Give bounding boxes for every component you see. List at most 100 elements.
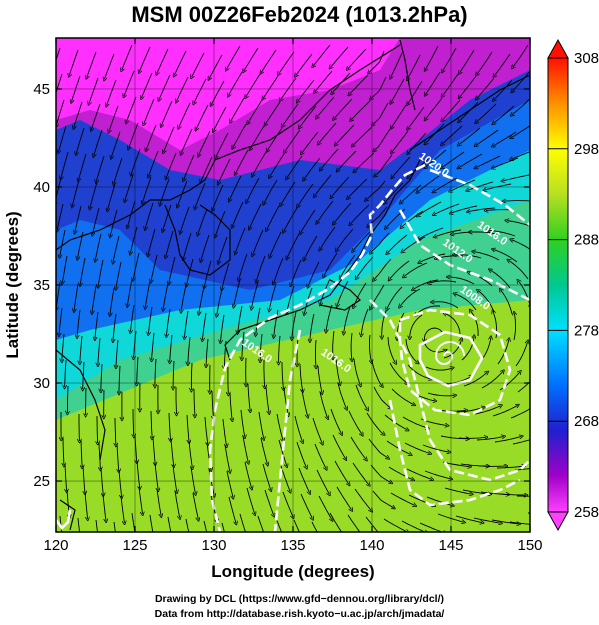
streamline [146, 124, 157, 150]
streamline [173, 360, 174, 388]
streamline [422, 444, 449, 452]
streamline [318, 495, 332, 520]
streamline [311, 521, 318, 532]
streamline [65, 359, 66, 387]
streamline [455, 294, 477, 311]
streamline [284, 207, 298, 232]
streamline [174, 490, 180, 518]
streamline [265, 101, 281, 125]
streamline [69, 49, 79, 76]
streamline [192, 52, 205, 77]
streamline [270, 153, 285, 177]
streamline [315, 70, 333, 92]
streamline [454, 255, 482, 259]
streamline [493, 249, 518, 263]
grid-lines [56, 38, 530, 532]
streamline [442, 125, 463, 144]
streamline [371, 232, 390, 253]
streamline [425, 149, 447, 167]
streamline [98, 259, 104, 287]
streamline [139, 46, 151, 72]
streamline [316, 339, 317, 367]
streamline [443, 339, 461, 359]
streamline [498, 494, 526, 495]
streamline [351, 100, 371, 120]
streamline [191, 362, 192, 390]
streamline [476, 103, 497, 122]
streamline [300, 493, 312, 519]
streamline [179, 102, 191, 128]
streamline [267, 127, 283, 151]
streamline [152, 436, 155, 464]
streamline [167, 516, 172, 532]
streamline [80, 257, 86, 285]
streamline [274, 309, 279, 337]
streamline [493, 131, 517, 146]
streamline [113, 235, 120, 262]
streamline [401, 184, 422, 203]
y-tick-label: 45 [33, 81, 50, 98]
streamline [324, 252, 338, 277]
credit-data: Data from http://database.rish.kyoto−u.a… [154, 608, 445, 620]
streamline [429, 281, 457, 283]
streamline [494, 53, 511, 76]
streamline [201, 234, 210, 261]
streamline [478, 466, 506, 467]
streamline [370, 334, 372, 362]
streamline [253, 229, 264, 255]
streamline [474, 252, 500, 261]
streamline [95, 311, 99, 339]
streamline [60, 229, 66, 257]
streamline [264, 360, 265, 387]
streamline [227, 45, 241, 69]
streamline [408, 132, 427, 153]
streamline [119, 365, 120, 393]
streamline [425, 45, 439, 70]
streamline [391, 104, 407, 128]
streamline [80, 335, 83, 363]
streamline [56, 99, 65, 126]
streamline [282, 362, 284, 389]
streamline [404, 262, 428, 277]
streamline [72, 179, 80, 206]
streamline [426, 496, 453, 506]
streamline [242, 435, 248, 463]
streamline [169, 256, 176, 283]
streamline [185, 518, 190, 532]
streamline [329, 512, 342, 532]
streamline [477, 51, 493, 74]
x-axis-title: Longitude (degrees) [211, 562, 374, 581]
streamline [163, 282, 169, 310]
colorbar-tick-label: 258 [574, 504, 599, 521]
streamline [425, 71, 441, 95]
streamline [113, 521, 116, 532]
streamline [424, 327, 443, 341]
streamline [354, 488, 371, 511]
streamline [188, 440, 192, 468]
streamline [221, 314, 225, 342]
streamline [435, 229, 462, 237]
streamline [206, 338, 209, 366]
isobar-1004 [418, 330, 484, 388]
streamline [180, 206, 190, 233]
streamline [199, 286, 205, 314]
streamline [280, 465, 290, 491]
isobar-1020 [208, 163, 426, 532]
isobar-west [56, 509, 72, 530]
streamline [513, 44, 529, 67]
streamline [418, 201, 442, 216]
streamline [216, 132, 229, 157]
streamline [515, 342, 528, 367]
streamline [314, 443, 326, 469]
streamline [137, 356, 138, 384]
isobar-1008 [398, 308, 512, 417]
streamline [247, 383, 250, 411]
streamline [83, 465, 85, 493]
streamline [413, 279, 439, 290]
streamline [116, 339, 119, 367]
streamline [401, 520, 426, 532]
streamline [451, 205, 478, 213]
streamline [442, 461, 470, 467]
streamline [87, 51, 97, 77]
streamline [417, 175, 440, 192]
